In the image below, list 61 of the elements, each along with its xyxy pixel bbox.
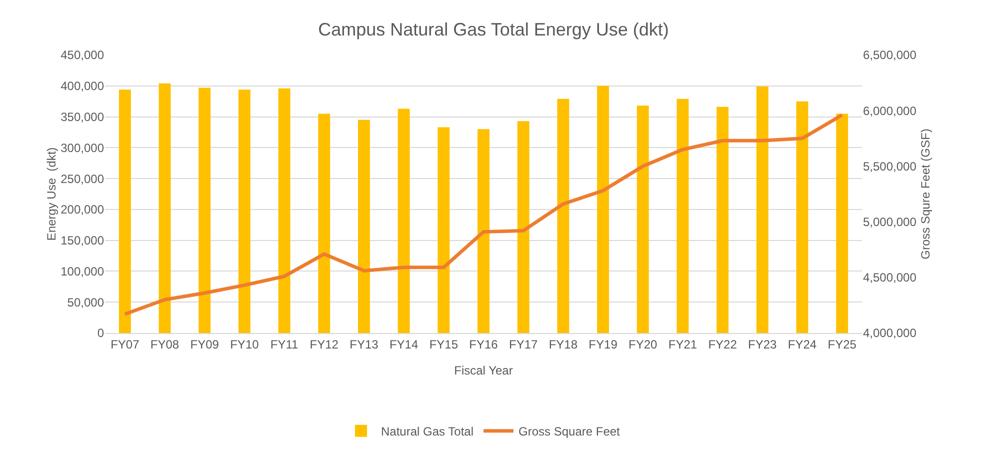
bar [118, 90, 131, 333]
y-tick-label: 250,000 [60, 172, 104, 186]
x-tick-label: FY20 [628, 337, 658, 352]
bar [597, 86, 609, 333]
x-tick-label: FY09 [190, 337, 220, 352]
bar [676, 98, 689, 333]
x-tick-label: FY10 [230, 337, 260, 352]
y-tick-label: 50,000 [67, 295, 104, 310]
legend-label: Natural Gas Total [381, 424, 474, 439]
y2-tick-label: 4,000,000 [863, 326, 917, 340]
y-tick-label: 300,000 [60, 140, 104, 155]
y2-tick-label: 4,500,000 [863, 270, 917, 285]
x-tick-label: FY11 [270, 337, 299, 352]
x-tick-label: FY07 [110, 337, 140, 352]
y-axis-title: Energy Use (dkt) [44, 147, 59, 241]
x-tick-label: FY23 [748, 337, 778, 352]
bar [557, 98, 570, 333]
x-tick-label: FY18 [548, 337, 578, 352]
y-tick-label: 350,000 [60, 110, 104, 124]
bar [478, 129, 490, 333]
y-tick-label: 450,000 [60, 48, 104, 62]
legend-label: Gross Square Feet [518, 424, 621, 439]
x-tick-label: FY15 [429, 337, 458, 352]
line-series [123, 113, 844, 316]
y-tick-label: 100,000 [60, 264, 104, 278]
x-tick-label: FY24 [788, 337, 817, 352]
bar [278, 88, 290, 333]
bar [398, 108, 410, 333]
bar [238, 90, 250, 333]
x-axis-title: Fiscal Year [454, 363, 513, 378]
y-tick-label: 0 [97, 326, 104, 340]
x-tick-label: FY12 [310, 337, 339, 352]
bar [636, 106, 649, 333]
x-tick-label: FY08 [150, 337, 180, 352]
bar [517, 121, 530, 333]
x-tick-label: FY25 [828, 337, 857, 352]
y-tick-label: 400,000 [60, 79, 104, 94]
y2-tick-label: 6,000,000 [863, 104, 917, 118]
x-tick-label: FY14 [389, 337, 418, 352]
x-tick-label: FY19 [588, 337, 618, 352]
x-tick-label: FY17 [508, 337, 538, 352]
bar [318, 114, 330, 333]
y2-tick-label: 5,500,000 [863, 159, 917, 174]
bar [796, 101, 808, 333]
y2-tick-label: 6,500,000 [863, 48, 917, 62]
bar [438, 127, 450, 333]
bar [716, 106, 729, 333]
chart-title: Campus Natural Gas Total Energy Use (dkt) [318, 20, 669, 40]
y2-tick-label: 5,000,000 [863, 215, 917, 229]
bar [836, 114, 848, 333]
bar [756, 86, 768, 333]
y-tick-label: 200,000 [60, 202, 104, 217]
y2-axis-title: Gross Squre Feet (GSF) [918, 128, 933, 260]
x-tick-label: FY16 [469, 337, 498, 352]
x-tick-label: FY13 [350, 337, 379, 352]
x-tick-label: FY21 [668, 337, 698, 352]
x-tick-label: FY22 [708, 337, 738, 352]
bar [158, 83, 171, 333]
y-tick-label: 150,000 [60, 234, 104, 248]
bar [198, 88, 211, 333]
bar [358, 120, 370, 333]
